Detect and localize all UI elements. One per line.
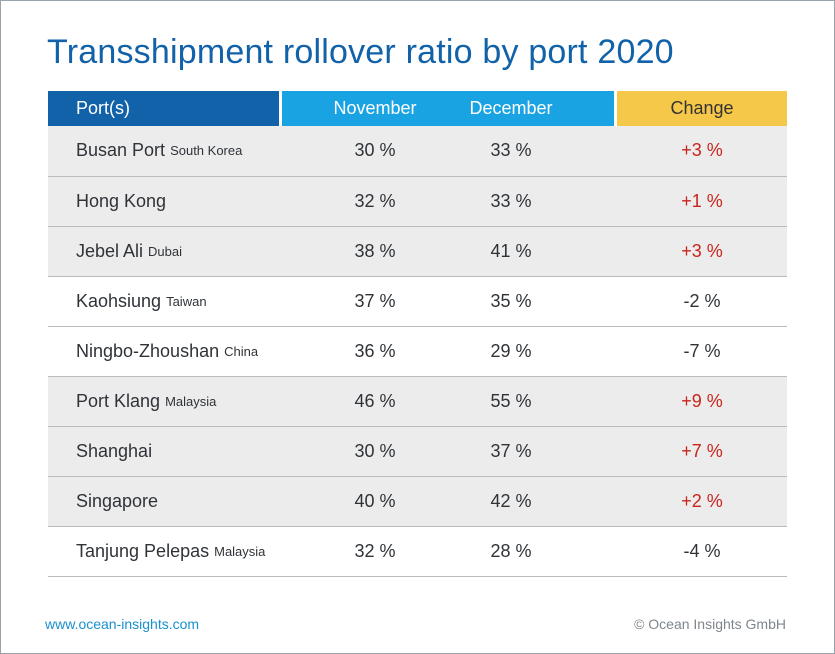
table-row: Shanghai 30 % 37 % +7 % [48,427,787,477]
port-cell: Singapore [76,477,163,525]
november-value: 32 % [354,190,396,211]
rollover-table: Port(s) November December Change Busan P… [48,91,787,577]
table-header: Port(s) November December Change [48,91,787,126]
port-cell: Jebel Ali Dubai [76,227,182,275]
port-region: China [224,343,259,359]
port-cell: Tanjung Pelepas Malaysia [76,527,265,575]
port-name: Port Klang [76,390,161,411]
port-name: Tanjung Pelepas [76,540,210,561]
header-december: December [469,98,553,118]
port-name: Busan Port [76,139,166,160]
december-value: 55 % [490,390,532,411]
december-value: 37 % [490,440,532,461]
port-region: Malaysia [165,393,217,409]
november-value: 30 % [354,139,396,160]
december-value: 42 % [490,490,532,511]
table-row: Port Klang Malaysia 46 % 55 % +9 % [48,377,787,427]
december-value: 35 % [490,290,532,311]
port-name: Kaohsiung [76,290,162,311]
november-value: 36 % [354,340,396,361]
port-region: South Korea [170,142,243,158]
port-cell: Port Klang Malaysia [76,377,216,425]
port-name: Jebel Ali [76,240,144,261]
port-name: Singapore [76,490,159,511]
table-row: Jebel Ali Dubai 38 % 41 % +3 % [48,227,787,277]
december-value: 33 % [490,139,532,160]
header-november: November [333,98,417,118]
change-value: +3 % [681,139,723,160]
november-value: 37 % [354,290,396,311]
chart-title: Transshipment rollover ratio by port 202… [47,33,674,71]
port-name: Ningbo-Zhoushan [76,340,220,361]
table-row: Kaohsiung Taiwan 37 % 35 % -2 % [48,277,787,327]
port-cell: Ningbo-Zhoushan China [76,327,258,375]
december-value: 33 % [490,190,532,211]
november-value: 32 % [354,540,396,561]
november-value: 38 % [354,240,396,261]
table-row: Ningbo-Zhoushan China 36 % 29 % -7 % [48,327,787,377]
table-row: Busan Port South Korea 30 % 33 % +3 % [48,126,787,177]
port-cell: Kaohsiung Taiwan [76,277,207,325]
port-region: Taiwan [166,293,207,309]
change-value: +9 % [681,390,723,411]
port-name: Shanghai [76,440,153,461]
table-row: Singapore 40 % 42 % +2 % [48,477,787,527]
footer-copyright: © Ocean Insights GmbH [634,616,786,632]
change-value: -7 % [683,340,721,361]
footer-website: www.ocean-insights.com [45,616,200,632]
change-value: -2 % [683,290,721,311]
november-value: 30 % [354,440,396,461]
header-change: Change [617,91,787,126]
port-name: Hong Kong [76,190,167,211]
header-months-band [282,91,614,126]
november-value: 40 % [354,490,396,511]
change-value: +3 % [681,240,723,261]
change-value: +2 % [681,490,723,511]
change-value: +1 % [681,190,723,211]
november-value: 46 % [354,390,396,411]
table-row: Tanjung Pelepas Malaysia 32 % 28 % -4 % [48,527,787,577]
port-cell: Busan Port South Korea [76,126,242,174]
header-port: Port(s) [48,91,279,126]
port-cell: Hong Kong [76,177,171,225]
port-cell: Shanghai [76,427,157,475]
change-value: +7 % [681,440,723,461]
december-value: 29 % [490,340,532,361]
port-region: Malaysia [214,543,266,559]
december-value: 28 % [490,540,532,561]
change-value: -4 % [683,540,721,561]
table-body: Busan Port South Korea 30 % 33 % +3 % Hong Ko… [48,126,787,577]
table-row: Hong Kong 32 % 33 % +1 % [48,177,787,227]
december-value: 41 % [490,240,532,261]
port-region: Dubai [148,243,183,259]
